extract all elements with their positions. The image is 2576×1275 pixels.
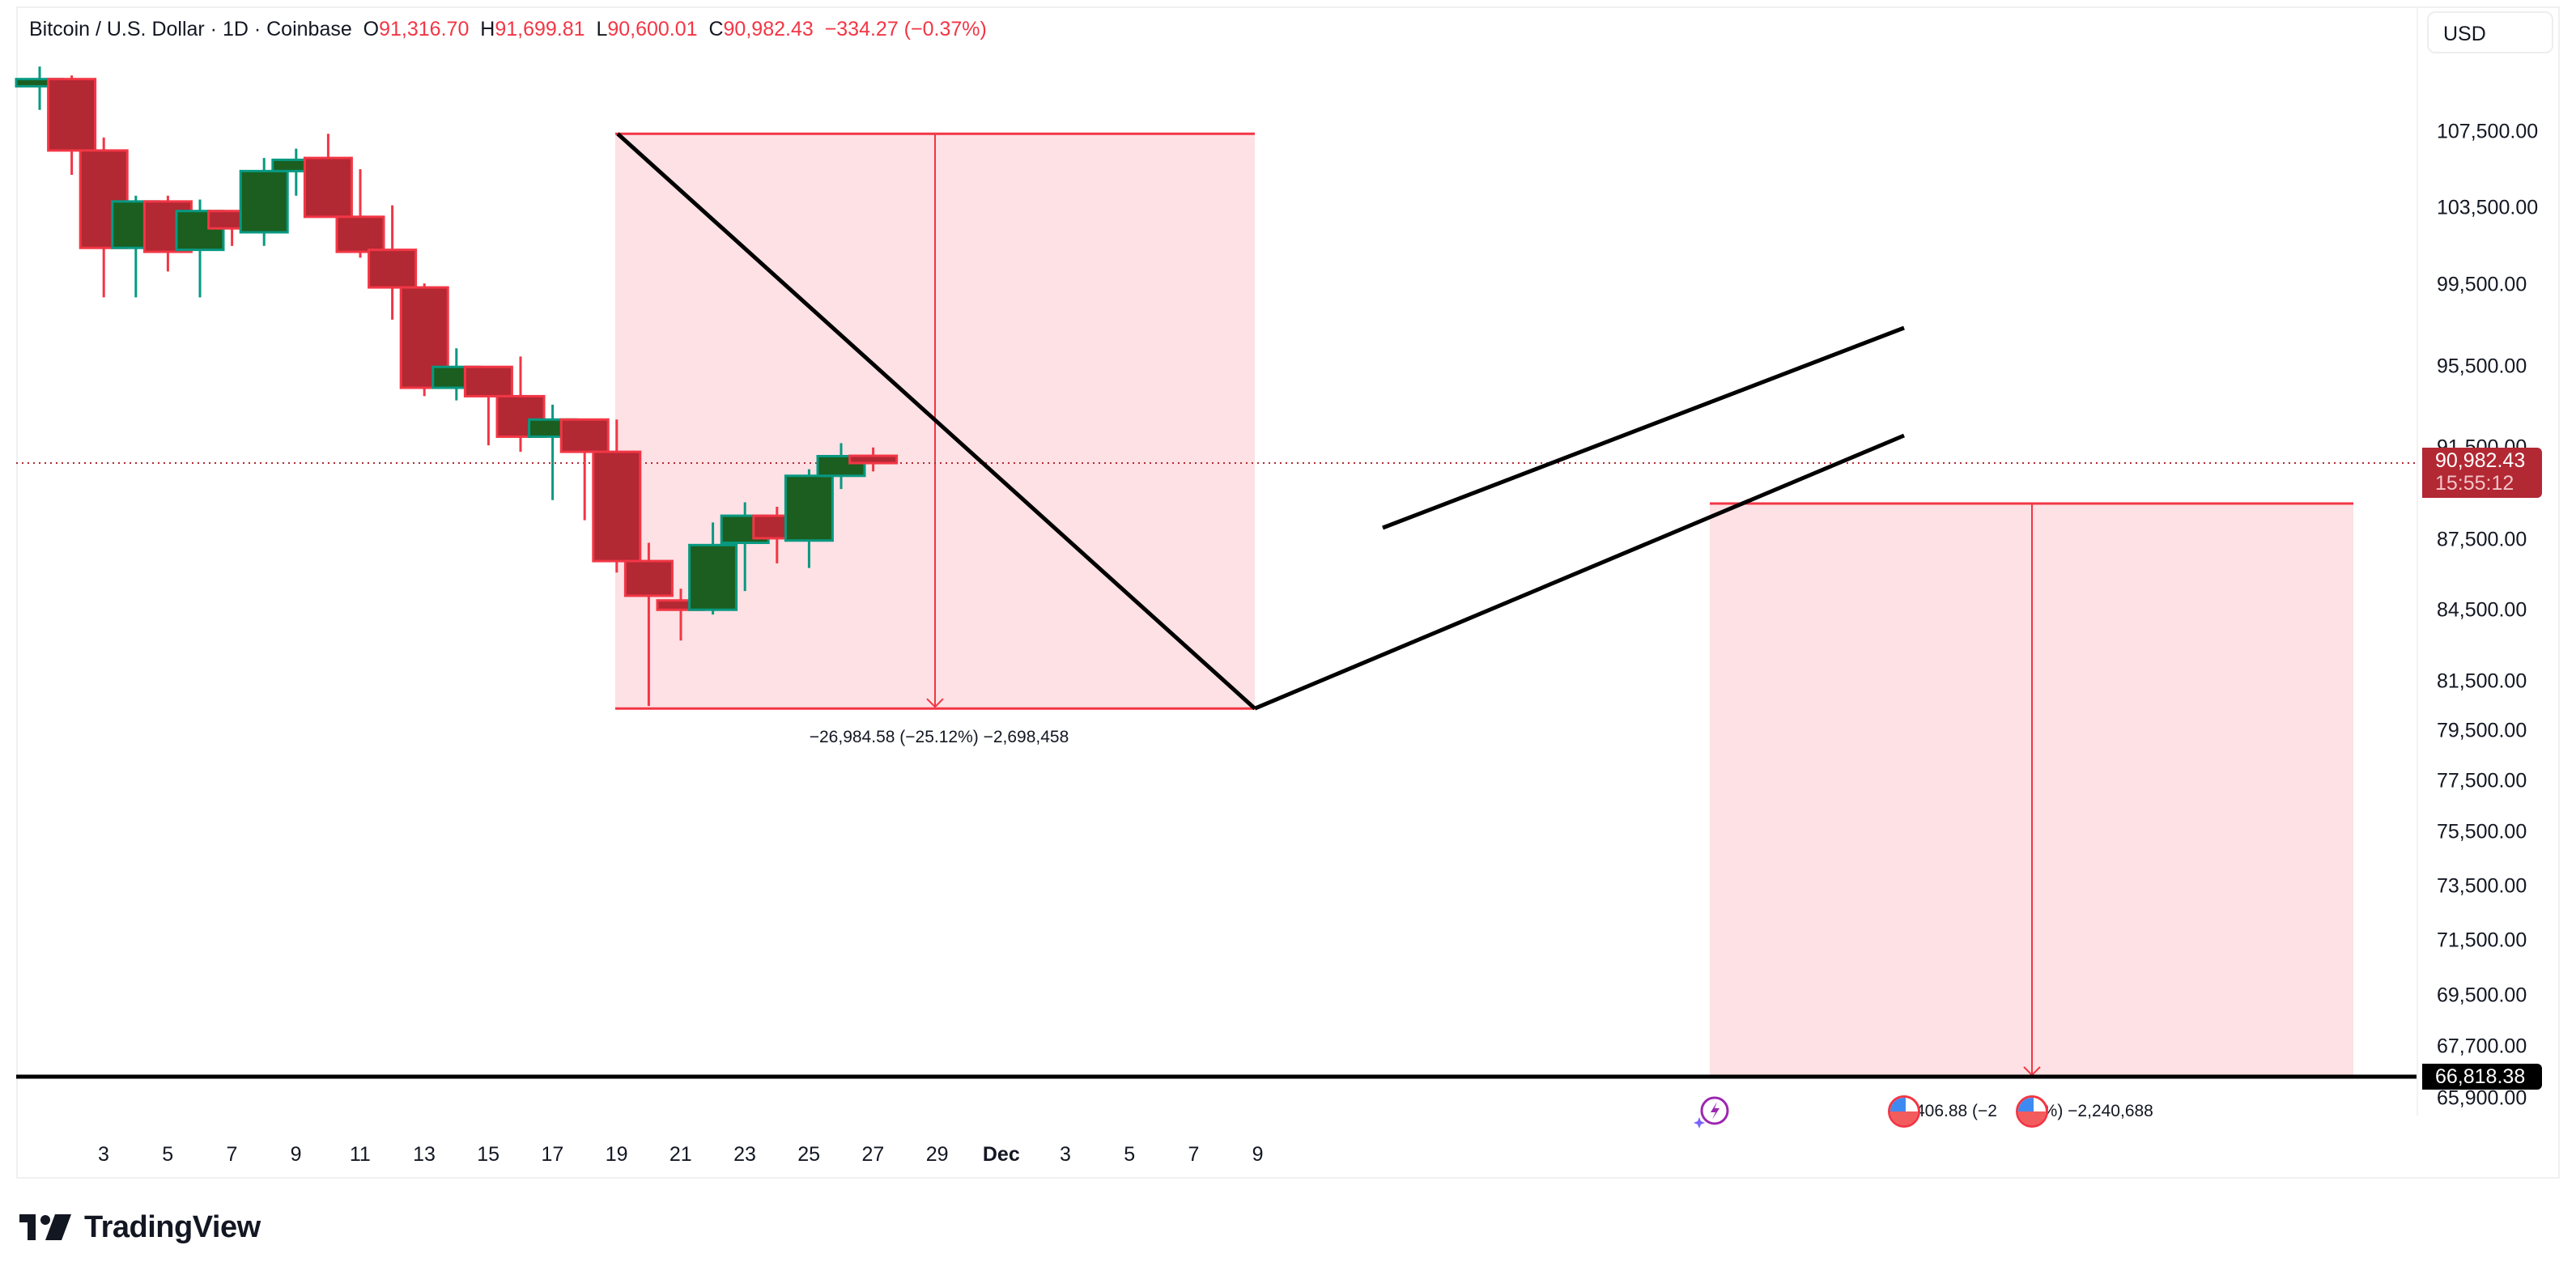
change-value: −334.27 (−0.37%) bbox=[824, 18, 987, 40]
symbol-title[interactable]: Bitcoin / U.S. Dollar · 1D · Coinbase bbox=[29, 18, 352, 40]
candle-body bbox=[239, 169, 289, 234]
date-axis-label: 19 bbox=[605, 1143, 628, 1166]
open-value: 91,316.70 bbox=[379, 18, 470, 40]
chart-frame bbox=[16, 6, 2560, 1179]
tradingview-wordmark: TradingView bbox=[84, 1209, 261, 1244]
candle-body bbox=[303, 156, 353, 219]
candle-body bbox=[335, 215, 385, 253]
date-axis-label: 3 bbox=[1060, 1143, 1071, 1166]
price-axis-label: 103,500.00 bbox=[2437, 196, 2539, 219]
date-axis-label: 5 bbox=[1124, 1143, 1136, 1166]
horizontal-line-price-tag: 66,818.38 bbox=[2422, 1064, 2542, 1090]
date-axis-label: 29 bbox=[925, 1143, 949, 1166]
price-axis-label: 73,500.00 bbox=[2437, 874, 2527, 898]
price-axis-label: 87,500.00 bbox=[2437, 528, 2527, 551]
price-axis-label: 67,700.00 bbox=[2437, 1035, 2527, 1058]
date-axis-label: 3 bbox=[98, 1143, 109, 1166]
candle-body bbox=[368, 249, 418, 289]
arrow-head-icon bbox=[926, 698, 944, 708]
tradingview-logo[interactable]: TradingView bbox=[19, 1209, 261, 1244]
candle-body bbox=[688, 543, 738, 611]
high-label: H bbox=[480, 18, 495, 40]
price-axis-label: 71,500.00 bbox=[2437, 929, 2527, 952]
high-value: 91,699.81 bbox=[495, 18, 585, 40]
price-axis-label: 65,900.00 bbox=[2437, 1086, 2527, 1110]
bar-countdown: 15:55:12 bbox=[2435, 472, 2514, 495]
candle-body bbox=[623, 559, 674, 597]
open-label: O bbox=[363, 18, 380, 40]
date-axis-label: Dec bbox=[982, 1143, 1020, 1166]
price-axis-label: 84,500.00 bbox=[2437, 598, 2527, 622]
date-axis-label: 13 bbox=[413, 1143, 436, 1166]
price-axis-label: 69,500.00 bbox=[2437, 984, 2527, 1007]
close-label: C bbox=[708, 18, 724, 40]
us-flag-event-icon[interactable] bbox=[1888, 1095, 1920, 1128]
date-axis-label: 25 bbox=[797, 1143, 821, 1166]
measurement-label-2: ,406.88 (−2 2%) −2,240,688 bbox=[1911, 1102, 2153, 1120]
measurement-label-1: −26,984.58 (−25.12%) −2,698,458 bbox=[809, 728, 1069, 746]
last-price-tag: 90,982.43 15:55:12 bbox=[2422, 448, 2542, 498]
date-axis-label: 5 bbox=[162, 1143, 174, 1166]
lightning-event-icon[interactable] bbox=[1692, 1093, 1731, 1132]
candle-body bbox=[463, 365, 513, 397]
date-axis-label: 11 bbox=[349, 1143, 371, 1166]
price-axis[interactable] bbox=[2417, 6, 2561, 1116]
tradingview-logo-icon bbox=[19, 1214, 71, 1240]
low-label: L bbox=[596, 18, 608, 40]
date-axis-label: 15 bbox=[477, 1143, 500, 1166]
date-axis-label: 9 bbox=[1252, 1143, 1264, 1166]
channel-lower-line bbox=[1254, 433, 1905, 711]
price-axis-label: 81,500.00 bbox=[2437, 669, 2527, 693]
close-value: 90,982.43 bbox=[723, 18, 814, 40]
date-axis-label: 23 bbox=[733, 1143, 756, 1166]
date-axis-label: 17 bbox=[541, 1143, 564, 1166]
us-flag-event-icon[interactable] bbox=[2016, 1095, 2048, 1128]
price-axis-label: 107,500.00 bbox=[2437, 120, 2539, 143]
date-axis-label: 7 bbox=[226, 1143, 238, 1166]
currency-button[interactable]: USD bbox=[2427, 11, 2553, 53]
downtrend-line bbox=[616, 132, 1256, 711]
price-axis-label: 75,500.00 bbox=[2437, 820, 2527, 844]
candle-body bbox=[784, 474, 834, 542]
symbol-legend: Bitcoin / U.S. Dollar · 1D · Coinbase O9… bbox=[29, 18, 987, 41]
price-axis-label: 79,500.00 bbox=[2437, 719, 2527, 742]
date-axis-label: 9 bbox=[290, 1143, 302, 1166]
price-axis-label: 95,500.00 bbox=[2437, 355, 2527, 378]
candle-body bbox=[848, 454, 899, 465]
date-axis-label: 7 bbox=[1188, 1143, 1200, 1166]
price-axis-label: 99,500.00 bbox=[2437, 273, 2527, 296]
price-axis-label: 77,500.00 bbox=[2437, 769, 2527, 793]
candle-body bbox=[592, 450, 642, 563]
channel-upper-line bbox=[1382, 325, 1905, 530]
candle-body bbox=[559, 418, 610, 453]
low-value: 90,600.01 bbox=[607, 18, 698, 40]
candle-body bbox=[47, 78, 97, 152]
date-axis-label: 27 bbox=[861, 1143, 885, 1166]
date-axis-label: 21 bbox=[669, 1143, 692, 1166]
